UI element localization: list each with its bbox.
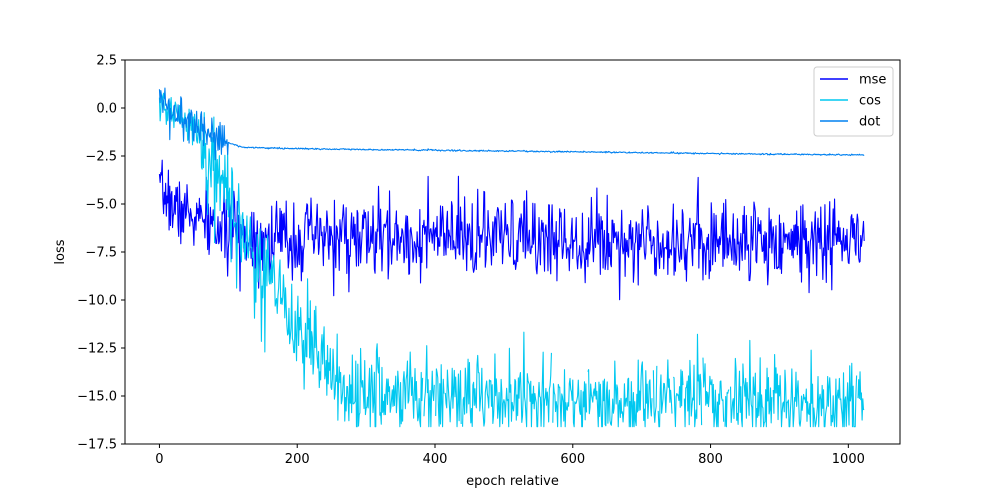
legend-frame: [813, 66, 894, 137]
y-tick-label: −17.5: [77, 438, 117, 453]
y-tick-label: 2.5: [96, 54, 117, 69]
y-axis-label: loss: [53, 239, 68, 264]
y-tick-label: −5.0: [85, 198, 117, 213]
series-line-dot: [158, 87, 865, 161]
y-tick-label: −2.5: [85, 150, 117, 165]
x-axis-label: epoch relative: [466, 474, 559, 489]
y-tick-label: −10.0: [77, 294, 117, 309]
series-line-mse: [158, 159, 865, 301]
x-tick-label: 600: [560, 452, 585, 467]
x-tick-label: 200: [285, 452, 310, 467]
y-tick-label: 0.0: [96, 102, 117, 117]
legend-label-cos: cos: [859, 94, 881, 109]
y-axis: 2.5 0.0 −2.5 −5.0 −7.5 −10.0 −12.5 −15.0 −17.5: [77, 54, 125, 453]
series-layer: [158, 87, 865, 428]
legend-label-mse: mse: [859, 73, 886, 88]
legend-label-dot: dot: [859, 115, 880, 130]
series-line-cos: [158, 92, 865, 428]
y-tick-label: −12.5: [77, 342, 117, 357]
x-tick-label: 400: [423, 452, 448, 467]
x-tick-label: 0: [155, 452, 163, 467]
legend: mse cos dot: [813, 66, 894, 137]
y-tick-label: −7.5: [85, 246, 117, 261]
x-axis: 0 200 400 600 800 1000: [155, 444, 865, 467]
y-tick-label: −15.0: [77, 390, 117, 405]
x-tick-label: 1000: [832, 452, 865, 467]
x-tick-label: 800: [698, 452, 723, 467]
